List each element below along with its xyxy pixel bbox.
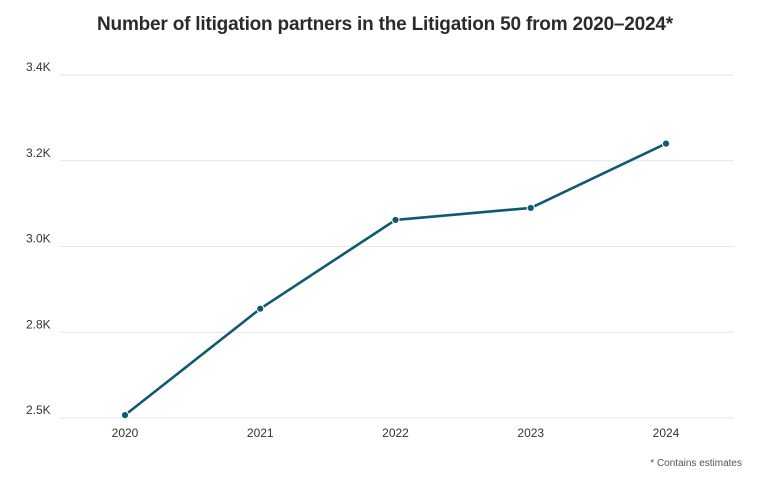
- data-point: [526, 203, 535, 213]
- y-tick-label: 2.8K: [26, 317, 51, 331]
- x-tick-label: 2022: [382, 426, 409, 440]
- x-tick-label: 2024: [653, 426, 680, 440]
- y-tick-label: 2.5K: [26, 403, 51, 417]
- series-line: [123, 142, 668, 417]
- data-point: [661, 139, 671, 148]
- footnote: * Contains estimates: [650, 458, 742, 469]
- data-point: [391, 215, 400, 225]
- gridlines: [60, 74, 734, 419]
- y-tick-label: 3.4K: [26, 60, 51, 74]
- x-tick-label: 2021: [247, 426, 274, 440]
- x-tick-label: 2020: [112, 426, 139, 440]
- chart-title: Number of litigation partners in the Lit…: [97, 14, 673, 35]
- x-tick-label: 2023: [517, 426, 544, 440]
- y-axis-ticks: 2.5K 2.8K 3.0K 3.2K 3.4K: [26, 60, 51, 417]
- y-tick-label: 3.2K: [26, 146, 51, 160]
- series-line-group: [123, 142, 668, 417]
- data-point: [120, 411, 130, 420]
- data-points: [120, 139, 671, 420]
- data-point: [256, 304, 265, 313]
- x-axis-ticks: 2020 2021 2022 2023 2024: [112, 426, 680, 440]
- y-tick-label: 3.0K: [26, 232, 51, 246]
